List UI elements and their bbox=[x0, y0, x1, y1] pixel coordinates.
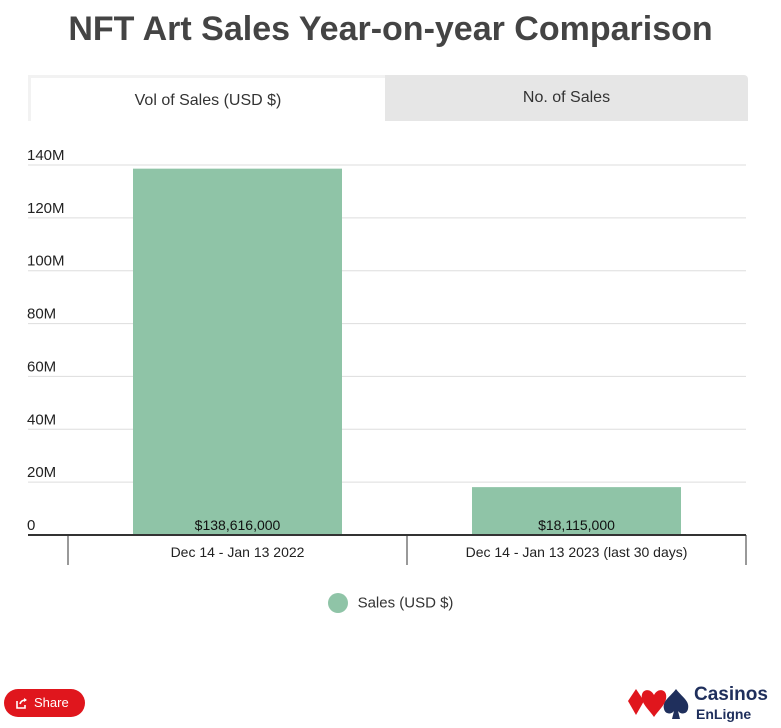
chart-tabs: Vol of Sales (USD $) No. of Sales bbox=[28, 75, 748, 121]
data-label: $18,115,000 bbox=[538, 517, 615, 533]
y-tick-label: 120M bbox=[27, 200, 65, 217]
bar bbox=[133, 168, 342, 535]
y-tick-label: 60M bbox=[27, 358, 56, 375]
tab-vol-of-sales[interactable]: Vol of Sales (USD $) bbox=[28, 75, 385, 121]
data-label: $138,616,000 bbox=[195, 517, 281, 533]
share-icon bbox=[16, 698, 27, 709]
y-tick-label: 140M bbox=[27, 147, 65, 164]
chart-legend[interactable]: Sales (USD $) bbox=[0, 593, 781, 613]
card-suits-icon bbox=[628, 689, 689, 719]
bar-chart: 0 20M 40M 60M 80M 100M 120M 140M $138,616,000 Dec… bbox=[27, 147, 747, 565]
share-label: Share bbox=[34, 695, 69, 710]
y-tick-label: 0 bbox=[27, 517, 35, 534]
y-tick-label: 20M bbox=[27, 464, 56, 481]
share-button[interactable]: Share bbox=[4, 689, 85, 717]
logo-text-casinos: Casinos bbox=[694, 684, 768, 705]
legend-label: Sales (USD $) bbox=[357, 594, 454, 612]
chart-title: NFT Art Sales Year-on-year Comparison bbox=[68, 10, 713, 48]
x-tick-label: Dec 14 - Jan 13 2022 bbox=[171, 544, 305, 560]
y-tick-label: 100M bbox=[27, 253, 65, 270]
y-tick-label: 40M bbox=[27, 411, 56, 428]
y-tick-label: 80M bbox=[27, 306, 56, 323]
x-tick-label: Dec 14 - Jan 13 2023 (last 30 days) bbox=[466, 544, 688, 560]
logo-text-enligne: EnLigne bbox=[696, 706, 752, 722]
brand-logo: Casinos EnLigne bbox=[626, 683, 776, 725]
bar bbox=[472, 487, 681, 535]
tab-no-of-sales[interactable]: No. of Sales bbox=[522, 89, 611, 106]
legend-swatch bbox=[327, 593, 348, 613]
